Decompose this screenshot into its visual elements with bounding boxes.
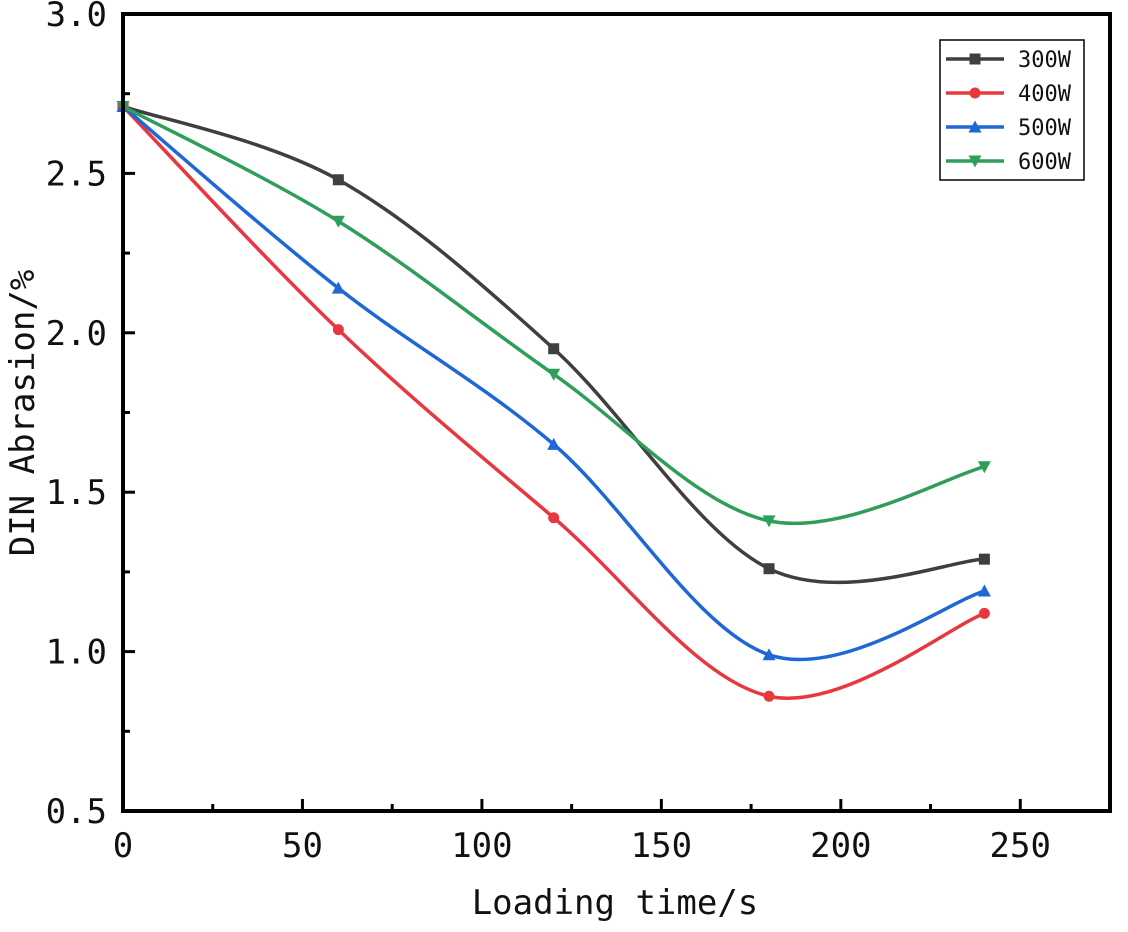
y-tick-label: 2.5 — [46, 154, 107, 194]
data-point-600W — [762, 515, 776, 528]
legend-item-500W: 500W — [946, 116, 1072, 141]
y-tick-label: 2.0 — [46, 314, 107, 354]
legend-marker — [968, 155, 982, 168]
series-line-400W — [121, 105, 986, 700]
legend-marker — [968, 120, 982, 133]
x-tick-label: 100 — [451, 826, 512, 866]
y-axis-title: DIN Abrasion/% — [3, 270, 43, 557]
series-line-600W — [122, 104, 985, 526]
x-tick-label: 0 — [113, 826, 133, 866]
y-tick-label: 0.5 — [46, 792, 107, 832]
legend-marker — [969, 87, 981, 99]
data-point-400W — [548, 512, 560, 524]
data-point-300W — [548, 343, 560, 355]
data-point-300W — [763, 563, 775, 575]
x-tick-label: 250 — [990, 826, 1051, 866]
legend-item-400W: 400W — [946, 82, 1072, 107]
data-point-500W — [547, 437, 561, 450]
data-point-600W — [547, 368, 561, 381]
x-tick-label: 50 — [282, 826, 323, 866]
data-point-500W — [331, 281, 345, 294]
data-point-300W — [332, 174, 344, 186]
data-point-400W — [978, 607, 990, 619]
y-tick-label: 1.0 — [46, 633, 107, 673]
y-tick-label: 1.5 — [46, 473, 107, 513]
legend-marker — [969, 53, 981, 65]
y-tick-label: 3.0 — [46, 0, 107, 35]
data-point-500W — [762, 648, 776, 661]
legend-label: 400W — [1018, 82, 1072, 107]
series-line-500W — [121, 105, 985, 662]
legend-label: 500W — [1018, 116, 1072, 141]
legend-label: 300W — [1018, 48, 1072, 73]
data-point-600W — [331, 215, 345, 228]
data-point-300W — [978, 553, 990, 565]
series-300W — [117, 100, 990, 585]
x-tick-label: 200 — [810, 826, 871, 866]
series-600W — [116, 100, 991, 528]
data-point-500W — [977, 584, 991, 597]
x-tick-label: 150 — [631, 826, 692, 866]
data-point-400W — [763, 690, 775, 702]
legend-item-300W: 300W — [946, 48, 1072, 73]
data-point-400W — [332, 324, 344, 336]
legend-label: 600W — [1018, 150, 1072, 175]
data-point-600W — [977, 461, 991, 474]
legend-item-600W: 600W — [946, 150, 1072, 175]
series-400W — [117, 100, 990, 702]
legend-box — [939, 39, 1085, 181]
x-axis-title: Loading time/s — [472, 883, 759, 923]
